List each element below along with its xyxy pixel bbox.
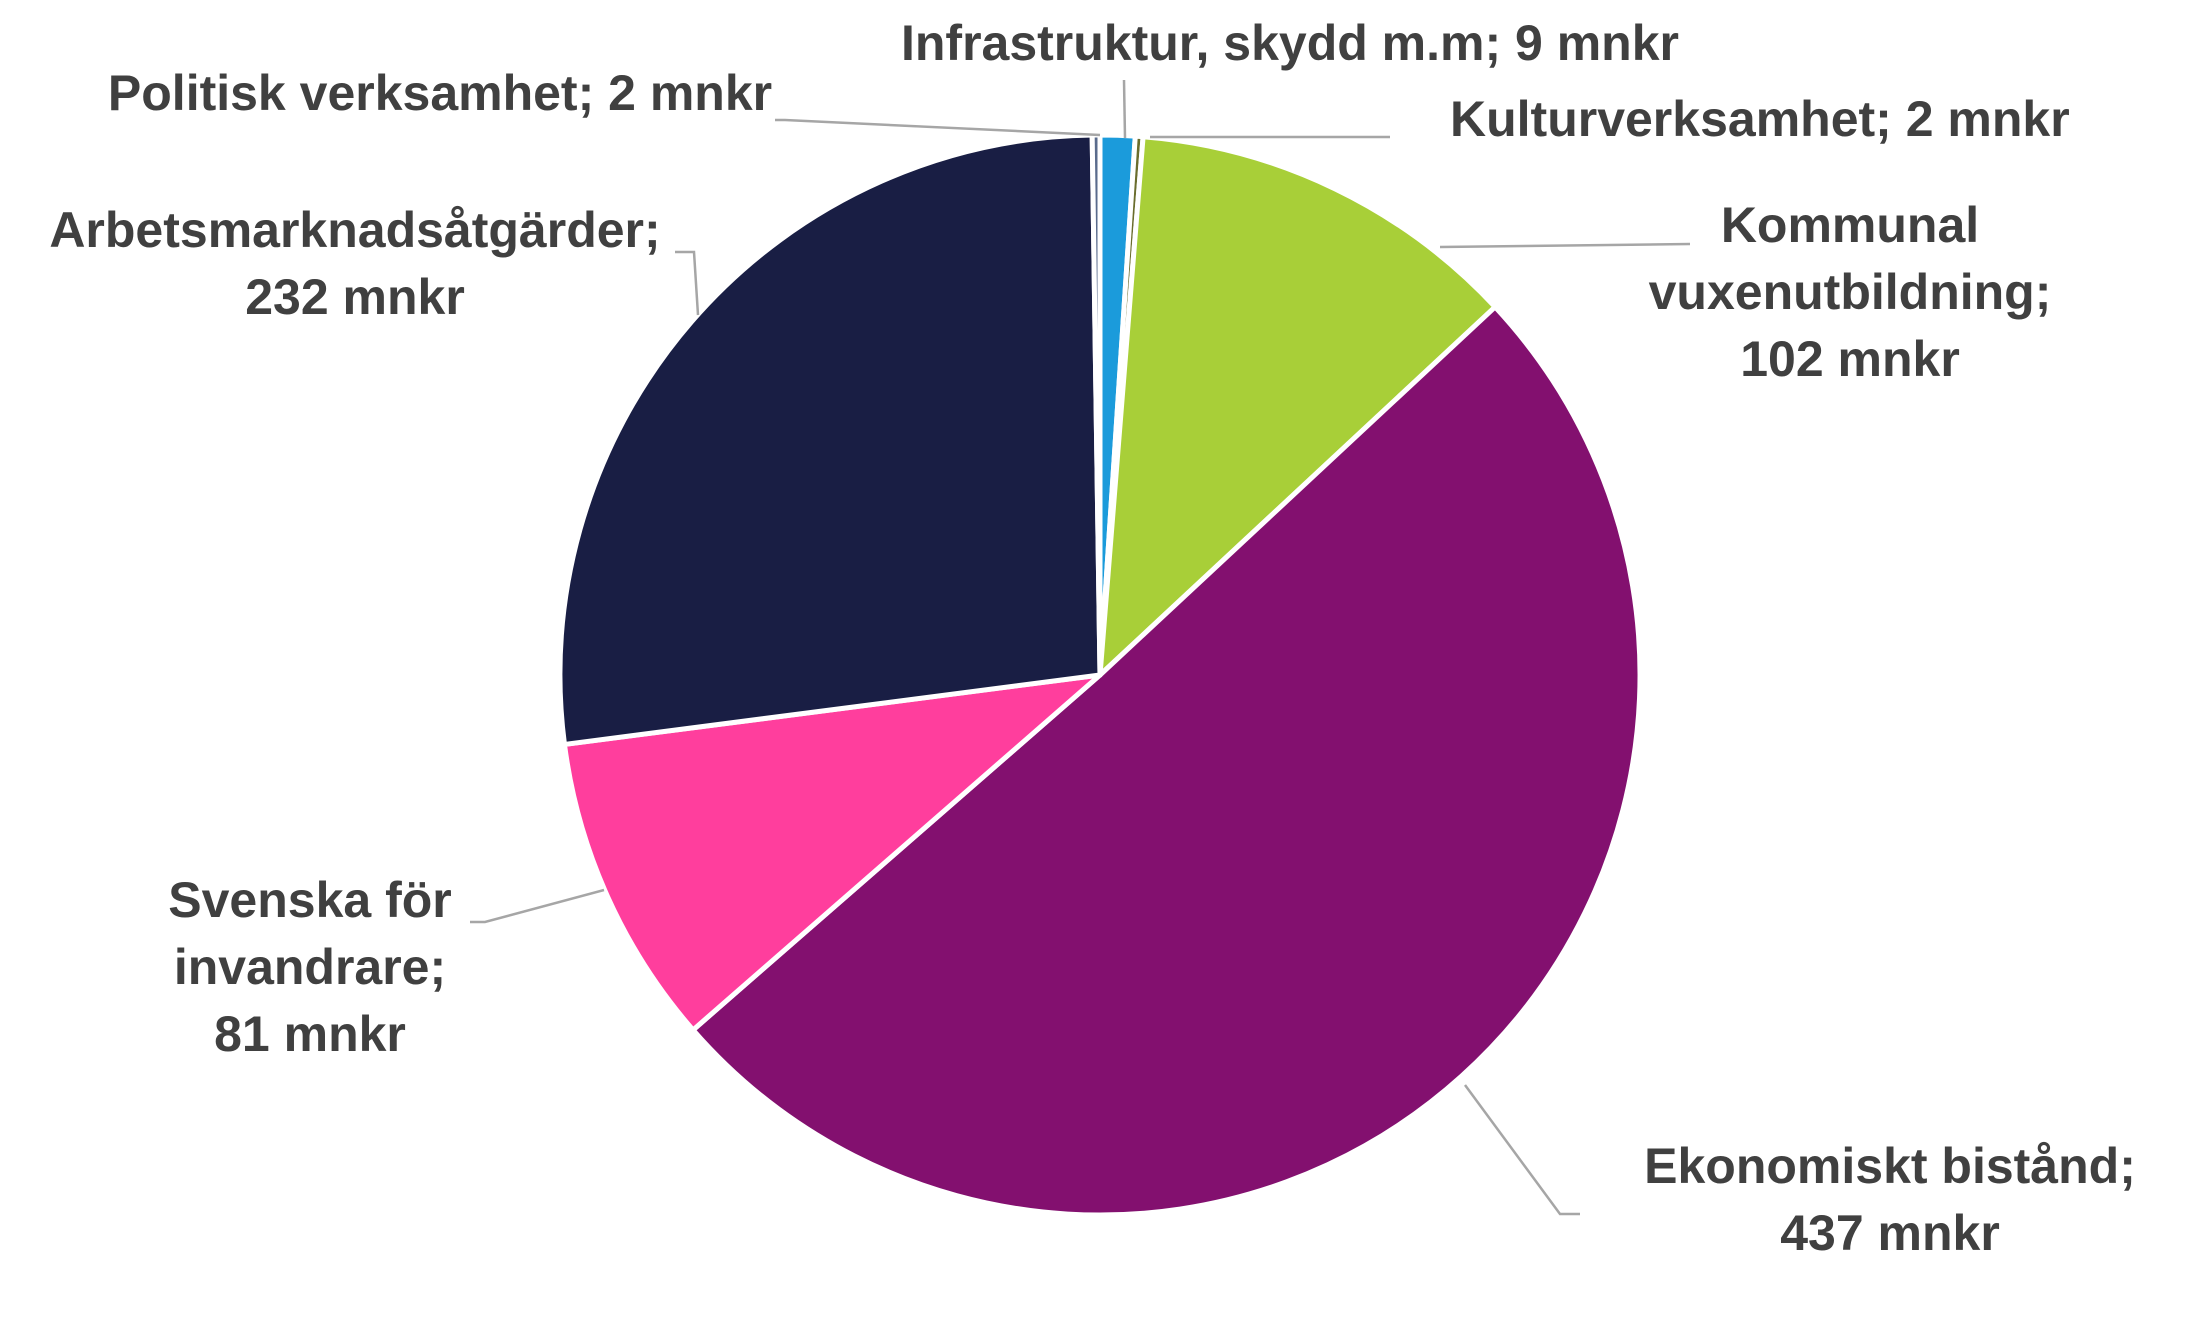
leader-line-politisk-verksamhet [775, 118, 1101, 137]
pie-slice-kommunal-vuxenutbildning [1097, 134, 1498, 678]
slice-labels: Infrastruktur, skydd m.m; 9 mnkr Kulturve… [49, 15, 2136, 1261]
slice-label-svenska-for-invandrare: Svenska för invandrare; 81 mnkr [168, 872, 451, 1062]
pie-slice-svenska-for-invandrare [561, 672, 1103, 1033]
slice-label-line: Svenska för [168, 872, 451, 928]
slice-label-line: Arbetsmarknadsåtgärder; [49, 202, 660, 258]
slice-label-kommunal-vuxenutbildning: Kommunal vuxenutbildning; 102 mnkr [1649, 197, 2052, 387]
leader-line-ekonomiskt-bistand [1463, 1084, 1580, 1216]
slice-label-line: 437 mnkr [1780, 1205, 2000, 1261]
slice-label-line: Kulturverksamhet; 2 mnkr [1450, 91, 2070, 147]
slice-label-kulturverksamhet: Kulturverksamhet; 2 mnkr [1450, 91, 2070, 147]
slice-label-line: Politisk verksamhet; 2 mnkr [108, 65, 772, 121]
slice-label-line: Infrastruktur, skydd m.m; 9 mnkr [901, 15, 1679, 71]
slice-label-line: Ekonomiskt bistånd; [1644, 1138, 2136, 1194]
leader-line-arbetsmarknadsatgarder [675, 250, 700, 316]
slice-label-line: invandrare; [174, 939, 446, 995]
slice-label-infrastruktur-skydd-m-m: Infrastruktur, skydd m.m; 9 mnkr [901, 15, 1679, 71]
pie-slice-ekonomiskt-bistand [690, 304, 1643, 1218]
leader-line-kommunal-vuxenutbildning [1439, 242, 1691, 249]
slice-label-line: 232 mnkr [245, 269, 465, 325]
leader-lines [470, 79, 1691, 1216]
slice-label-line: 81 mnkr [214, 1006, 406, 1062]
slice-label-ekonomiskt-bistand: Ekonomiskt bistånd; 437 mnkr [1644, 1138, 2136, 1261]
slice-label-line: Kommunal [1721, 197, 1979, 253]
slice-label-arbetsmarknadsatgarder: Arbetsmarknadsåtgärder; 232 mnkr [49, 202, 660, 325]
slice-label-politisk-verksamhet: Politisk verksamhet; 2 mnkr [108, 65, 772, 121]
leader-line-svenska-for-invandrare [470, 888, 605, 924]
leader-line-infrastruktur-skydd-m-m [1122, 79, 1127, 139]
slice-label-line: vuxenutbildning; [1649, 264, 2052, 320]
pie-slice-arbetsmarknadsatgarder [557, 132, 1103, 747]
slice-label-line: 102 mnkr [1740, 331, 1960, 387]
pie-slices [557, 132, 1643, 1218]
